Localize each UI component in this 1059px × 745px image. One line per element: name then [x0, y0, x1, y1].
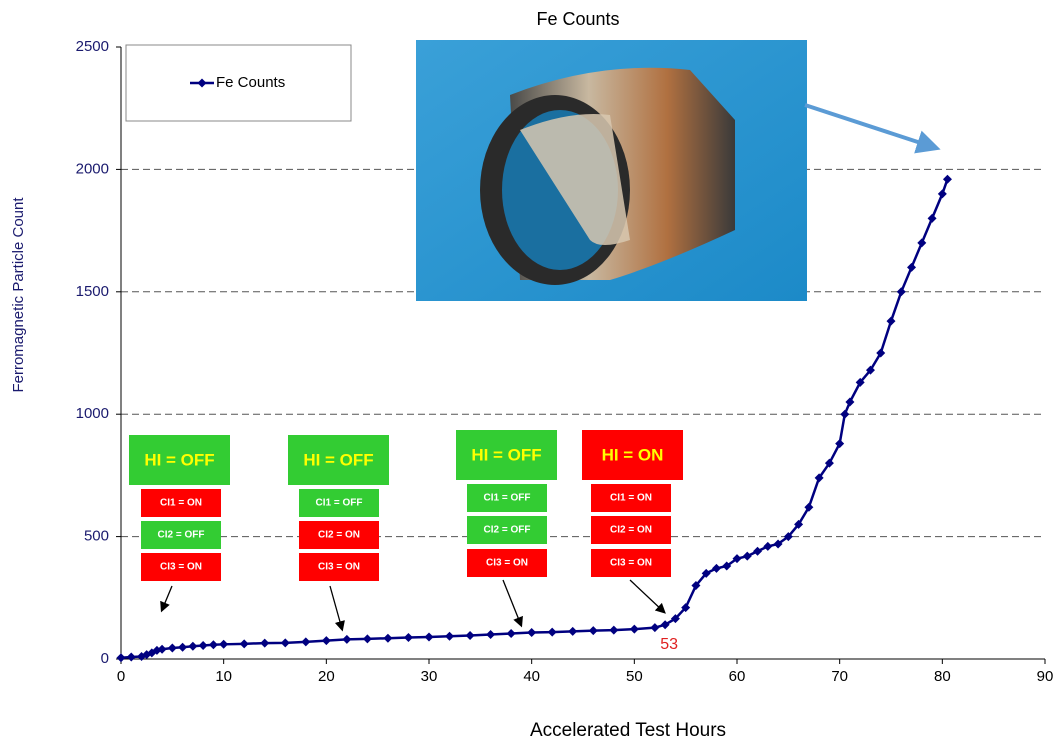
- data-point: [342, 635, 351, 644]
- data-point: [301, 637, 310, 646]
- data-point: [219, 640, 228, 649]
- indicator-label: CI3 = ON: [610, 558, 652, 569]
- data-point: [240, 639, 249, 648]
- y-tick-label: 2500: [76, 38, 109, 55]
- data-point: [127, 653, 136, 662]
- indicator-label: CI2 = ON: [318, 530, 360, 541]
- data-point: [199, 641, 208, 650]
- indicator-label: CI2 = OFF: [484, 525, 531, 536]
- x-axis-label: Accelerated Test Hours: [530, 720, 726, 741]
- data-point: [548, 628, 557, 637]
- data-point: [507, 629, 516, 638]
- indicator-label: CI1 = ON: [610, 493, 652, 504]
- y-tick-label: 1500: [76, 283, 109, 300]
- x-tick-label: 70: [831, 668, 848, 685]
- x-tick-label: 30: [421, 668, 438, 685]
- status-header: HI = OFF: [303, 450, 373, 469]
- data-point: [907, 263, 916, 272]
- data-point: [188, 642, 197, 651]
- y-tick-label: 500: [84, 528, 109, 545]
- x-callout: 53: [660, 636, 678, 653]
- data-point: [753, 547, 762, 556]
- chart-title: Fe Counts: [536, 9, 619, 29]
- indicator-label: CI1 = OFF: [484, 493, 531, 504]
- indicator-label: CI3 = ON: [318, 562, 360, 573]
- y-tick-label: 0: [101, 650, 109, 667]
- y-axis-label: Ferromagnetic Particle Count: [10, 197, 27, 393]
- data-point: [743, 552, 752, 561]
- data-point: [835, 439, 844, 448]
- data-point: [630, 625, 639, 634]
- data-point: [917, 238, 926, 247]
- data-point: [943, 175, 952, 184]
- annotation-arrows: [162, 580, 664, 629]
- data-point: [383, 634, 392, 643]
- data-point: [168, 643, 177, 652]
- y-tick-label: 1000: [76, 405, 109, 422]
- photo: [416, 40, 807, 301]
- indicator-label: CI3 = ON: [486, 558, 528, 569]
- data-point: [281, 638, 290, 647]
- data-point: [322, 636, 331, 645]
- status-header: HI = OFF: [471, 445, 541, 464]
- data-point: [117, 653, 126, 662]
- x-tick-label: 90: [1037, 668, 1054, 685]
- data-point: [445, 632, 454, 641]
- data-point: [845, 397, 854, 406]
- data-point: [887, 317, 896, 326]
- data-point: [763, 542, 772, 551]
- y-tick-label: 2000: [76, 160, 109, 177]
- annotations: HI = OFF CI1 = ON CI2 = OFF CI3 = ON HI = OF…: [129, 430, 683, 581]
- indicator-label: CI2 = OFF: [158, 530, 205, 541]
- x-tick-label: 40: [523, 668, 540, 685]
- indicator-label: CI1 = OFF: [316, 498, 363, 509]
- indicator-label: CI2 = ON: [610, 525, 652, 536]
- data-point: [589, 626, 598, 635]
- data-point: [650, 623, 659, 632]
- indicator-label: CI3 = ON: [160, 562, 202, 573]
- indicator-label: CI1 = ON: [160, 498, 202, 509]
- data-point: [209, 640, 218, 649]
- x-tick-label: 60: [729, 668, 746, 685]
- chart: Fe Counts Accelerated Test Hours Ferroma…: [0, 0, 1059, 745]
- data-point: [363, 634, 372, 643]
- data-point: [609, 626, 618, 635]
- data-point: [938, 189, 947, 198]
- x-tick-label: 20: [318, 668, 335, 685]
- data-point: [928, 214, 937, 223]
- data-point: [712, 564, 721, 573]
- data-point: [178, 643, 187, 652]
- data-point: [486, 630, 495, 639]
- x-tick-label: 10: [215, 668, 232, 685]
- data-point: [840, 410, 849, 419]
- data-point: [404, 633, 413, 642]
- data-point: [425, 632, 434, 641]
- photo-arrow: [805, 105, 933, 147]
- status-header: HI = OFF: [144, 450, 214, 469]
- legend-label: Fe Counts: [216, 74, 285, 91]
- data-point: [568, 627, 577, 636]
- data-point: [897, 287, 906, 296]
- data-point: [466, 631, 475, 640]
- data-point: [527, 628, 536, 637]
- x-tick-label: 0: [117, 668, 125, 685]
- x-tick-label: 50: [626, 668, 643, 685]
- x-tick-label: 80: [934, 668, 951, 685]
- data-point: [260, 639, 269, 648]
- status-header: HI = ON: [602, 445, 664, 464]
